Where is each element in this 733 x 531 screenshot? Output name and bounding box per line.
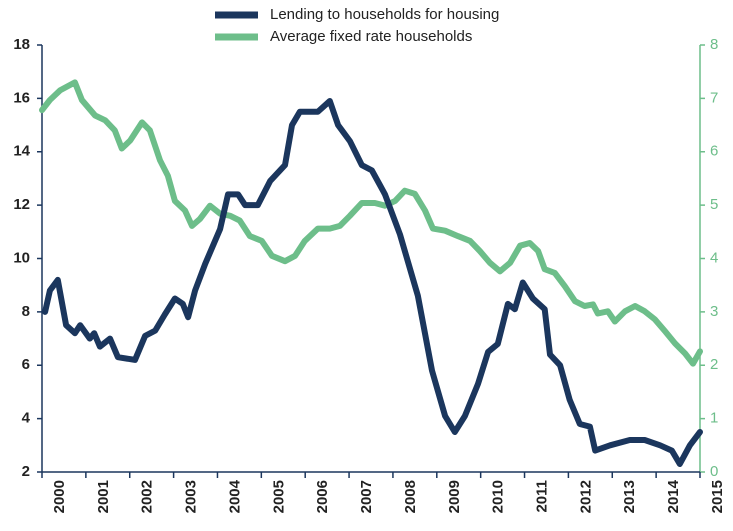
y-tick-label: 8 xyxy=(22,303,30,320)
x-tick-label: 2007 xyxy=(358,480,375,513)
y2-tick-label: 0 xyxy=(710,463,718,480)
y2-tick-label: 4 xyxy=(710,249,718,266)
y2-tick-label: 2 xyxy=(710,356,718,373)
x-tick-label: 2014 xyxy=(665,479,682,513)
x-tick-label: 2005 xyxy=(270,480,287,513)
x-tick-label: 2002 xyxy=(139,480,156,513)
x-tick-label: 2015 xyxy=(709,480,726,513)
y-tick-label: 10 xyxy=(13,249,30,266)
x-tick-label: 2008 xyxy=(402,480,419,513)
x-tick-label: 2010 xyxy=(490,480,507,513)
y-tick-label: 12 xyxy=(13,196,30,213)
x-tick-label: 2013 xyxy=(621,480,638,513)
y-tick-label: 6 xyxy=(22,356,30,373)
y2-tick-label: 5 xyxy=(710,196,718,213)
x-tick-label: 2011 xyxy=(534,480,551,513)
x-tick-label: 2006 xyxy=(314,480,331,513)
x-tick-label: 2012 xyxy=(577,480,594,513)
x-tick-label: 2001 xyxy=(95,480,112,513)
legend-label: Average fixed rate households xyxy=(270,28,472,45)
y-tick-label: 4 xyxy=(22,410,31,427)
y-tick-label: 2 xyxy=(22,463,30,480)
y2-tick-label: 7 xyxy=(710,89,718,106)
y2-tick-label: 3 xyxy=(710,303,718,320)
x-tick-label: 2009 xyxy=(446,480,463,513)
y-tick-label: 16 xyxy=(13,89,30,106)
y2-tick-label: 6 xyxy=(710,143,718,160)
x-tick-label: 2003 xyxy=(183,480,200,513)
series-line xyxy=(39,79,703,367)
x-tick-label: 2004 xyxy=(226,479,243,513)
y-tick-label: 18 xyxy=(13,36,30,53)
x-tick-label: 2000 xyxy=(51,480,68,513)
y-tick-label: 14 xyxy=(13,143,30,160)
y2-tick-label: 8 xyxy=(710,36,718,53)
legend-label: Lending to households for housing xyxy=(270,6,499,23)
y2-tick-label: 1 xyxy=(710,410,718,427)
series-line xyxy=(42,98,703,467)
